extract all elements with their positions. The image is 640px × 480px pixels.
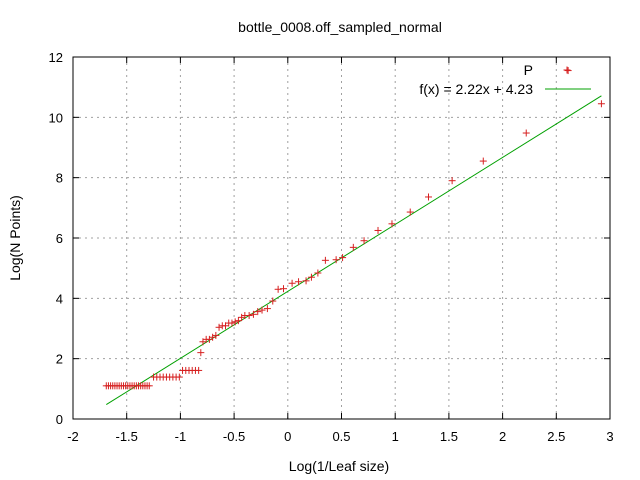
x-tick-label: 1.5 (440, 429, 458, 444)
x-tick-label: -0.5 (223, 429, 245, 444)
data-point (274, 285, 282, 293)
x-tick-label: 1 (392, 429, 399, 444)
data-point (258, 306, 266, 314)
data-point (332, 256, 340, 264)
y-tick-label: 10 (49, 110, 63, 125)
data-point (374, 226, 382, 234)
data-point (349, 243, 357, 251)
chart-title: bottle_0008.off_sampled_normal (238, 19, 442, 35)
x-axis-label: Log(1/Leaf size) (289, 458, 389, 474)
data-point (314, 269, 322, 277)
data-point (302, 277, 310, 285)
x-tick-label: 2.5 (547, 429, 565, 444)
legend-marker-points (563, 66, 571, 74)
plot-series (102, 67, 605, 405)
tick-labels: -2 -1.5 -1 -0.5 0 0.5 1 1.5 2 2.5 3 0 2 4 6 8 10 12 (49, 50, 614, 444)
data-point (564, 67, 572, 75)
x-tick-label: -1.5 (115, 429, 137, 444)
data-point (280, 285, 288, 293)
legend: P f(x) = 2.22x + 4.23 (419, 62, 591, 97)
data-point (269, 297, 277, 305)
data-point (288, 279, 296, 287)
data-point (360, 237, 368, 245)
x-tick-label: 3 (606, 429, 613, 444)
data-point (406, 208, 414, 216)
y-tick-label: 0 (56, 412, 63, 427)
x-tick-label: -1 (175, 429, 187, 444)
x-tick-label: 2 (499, 429, 506, 444)
legend-label-fit: f(x) = 2.22x + 4.23 (419, 81, 533, 97)
x-tick-label: 0.5 (332, 429, 350, 444)
data-point (197, 349, 205, 357)
legend-plus-marker (563, 66, 571, 74)
grid (73, 57, 610, 419)
data-point (245, 312, 253, 320)
y-tick-label: 8 (56, 171, 63, 186)
plot-border (72, 56, 611, 420)
data-point (339, 254, 347, 262)
data-point (597, 100, 605, 108)
data-point (231, 318, 239, 326)
y-tick-label: 4 (56, 291, 63, 306)
data-point (145, 382, 153, 390)
data-point (175, 373, 183, 381)
data-point (448, 177, 456, 185)
data-point (238, 313, 246, 321)
data-point (295, 278, 303, 286)
data-point (388, 220, 396, 228)
data-point (321, 256, 329, 264)
data-point (209, 333, 217, 341)
y-tick-label: 6 (56, 231, 63, 246)
data-point (234, 317, 242, 325)
x-tick-label: -2 (67, 429, 79, 444)
data-point (195, 366, 203, 374)
data-point (424, 193, 432, 201)
data-point (228, 319, 236, 327)
data-point (479, 157, 487, 165)
y-tick-label: 2 (56, 352, 63, 367)
x-tick-label: 0 (284, 429, 291, 444)
data-point (212, 331, 220, 339)
data-point (249, 310, 257, 318)
data-point (307, 273, 315, 281)
legend-label-points: P (524, 62, 533, 78)
y-tick-label: 12 (49, 50, 63, 65)
fit-line (106, 95, 602, 405)
data-point (215, 323, 223, 331)
data-point (263, 305, 271, 313)
data-point (522, 129, 530, 137)
data-point (254, 308, 262, 316)
y-axis-label: Log(N Points) (7, 195, 23, 281)
